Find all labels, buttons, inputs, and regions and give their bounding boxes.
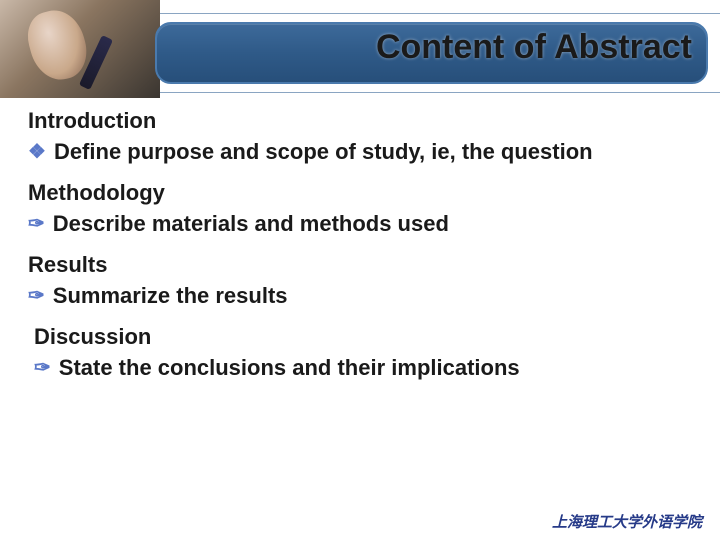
script-icon: ✑: [28, 282, 45, 310]
bullet-text: State the conclusions and their implicat…: [59, 354, 692, 382]
bullet-text: Define purpose and scope of study, ie, t…: [54, 138, 692, 166]
slide-title: Content of Abstract: [376, 28, 692, 67]
bullet-text: Summarize the results: [53, 282, 692, 310]
bullet-item: ❖ Define purpose and scope of study, ie,…: [28, 138, 692, 166]
header-bar: Content of Abstract: [0, 0, 720, 98]
bullet-item: ✑ Summarize the results: [28, 282, 692, 310]
section-heading-methodology: Methodology: [28, 180, 692, 206]
bullet-text: Describe materials and methods used: [53, 210, 692, 238]
header-decorative-photo: [0, 0, 160, 98]
script-icon: ✑: [34, 354, 51, 382]
section-heading-results: Results: [28, 252, 692, 278]
script-icon: ✑: [28, 210, 45, 238]
section-heading-introduction: Introduction: [28, 108, 692, 134]
header-rule-bottom: [160, 92, 720, 93]
section-heading-discussion: Discussion: [34, 324, 692, 350]
content-area: Introduction ❖ Define purpose and scope …: [28, 108, 692, 500]
diamond-icon: ❖: [28, 138, 46, 166]
header-rule-top: [160, 13, 720, 14]
bullet-item: ✑ Describe materials and methods used: [28, 210, 692, 238]
footer-attribution: 上海理工大学外语学院: [552, 511, 702, 532]
bullet-item: ✑ State the conclusions and their implic…: [34, 354, 692, 382]
